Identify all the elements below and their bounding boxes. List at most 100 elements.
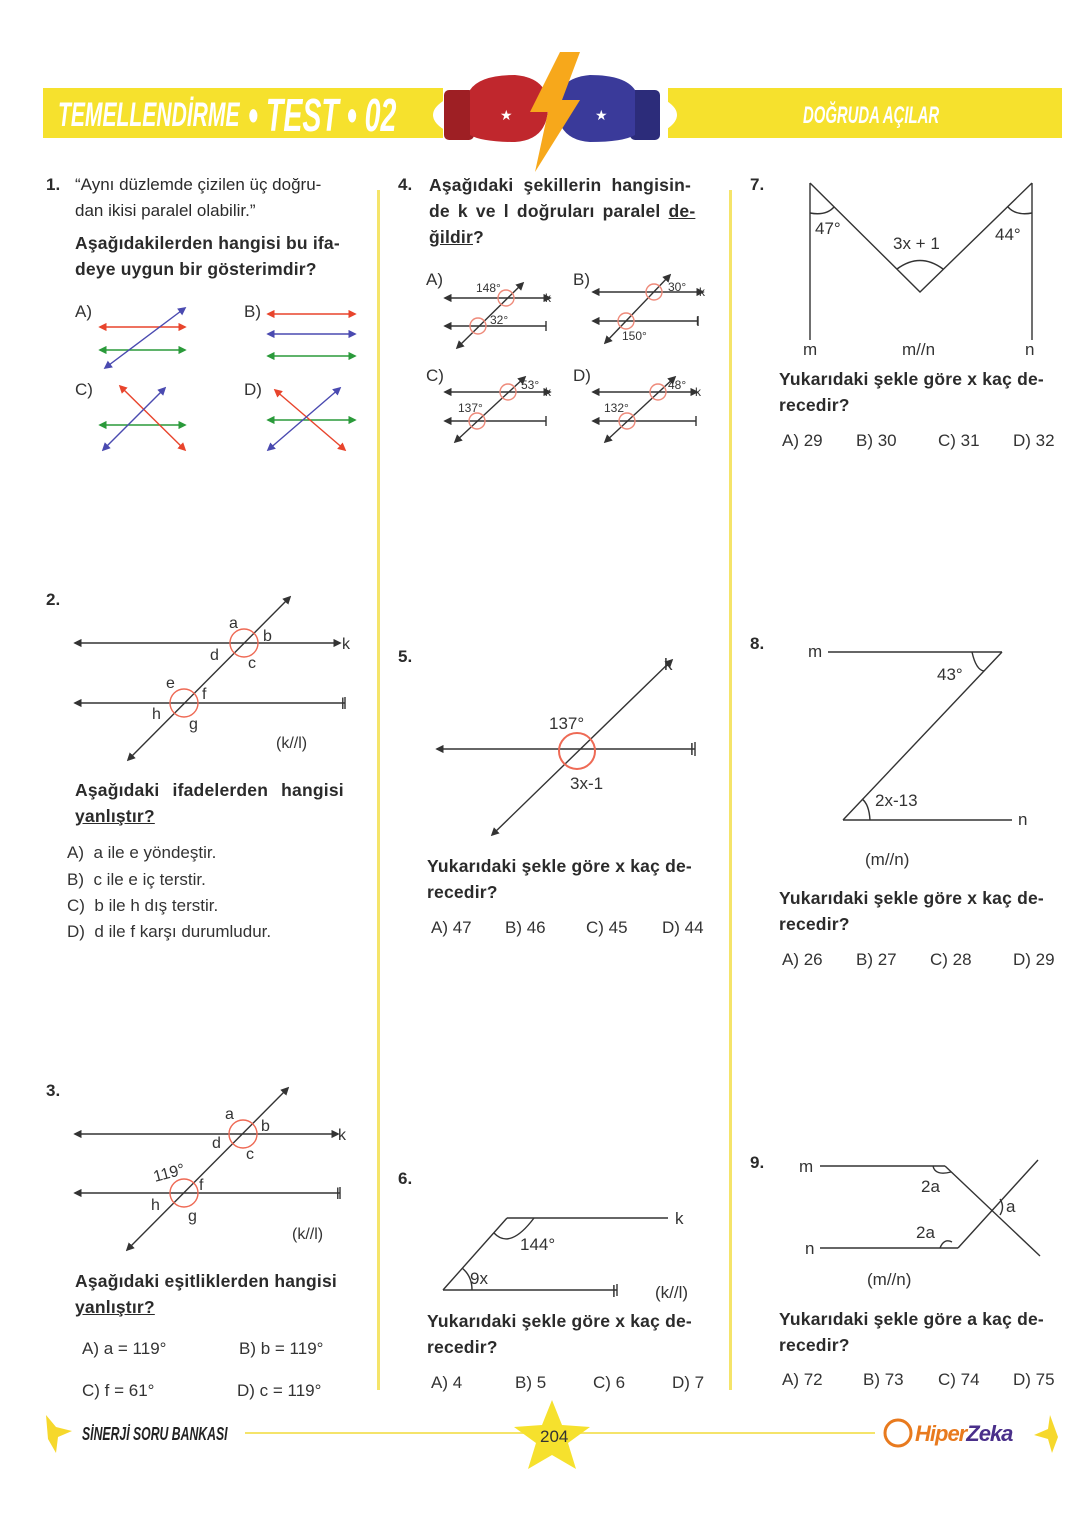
q4-question: de k ve l doğruları paralel de- xyxy=(429,201,696,221)
q7-option-d[interactable]: D) 32 xyxy=(1013,431,1055,450)
q3-label-b: b xyxy=(261,1118,270,1135)
q4-option-a-figure xyxy=(443,281,552,350)
q1-line: dan ikisi paralel olabilir.” xyxy=(75,201,256,220)
q4b-top-angle: 30° xyxy=(668,280,686,294)
q8-angle-1: 43° xyxy=(937,665,963,684)
q1-question: Aşağıdakilerden hangisi bu ifa- xyxy=(75,233,340,253)
q8-angle-2: 2x-13 xyxy=(875,791,918,810)
q7-option-c[interactable]: C) 31 xyxy=(938,431,980,450)
q9-label-m: m xyxy=(799,1157,813,1176)
q2-option-c[interactable]: C) b ile h dış terstir. xyxy=(67,896,219,915)
q6-question: recedir? xyxy=(427,1337,498,1357)
q6-option-d[interactable]: D) 7 xyxy=(672,1373,705,1392)
q5-option-c[interactable]: C) 45 xyxy=(586,918,628,937)
svg-text:★: ★ xyxy=(500,107,513,123)
brand-logo: HiperZeka xyxy=(915,1421,1013,1446)
q3-figure xyxy=(73,1086,341,1252)
q5-label-l: l xyxy=(690,740,694,759)
q8-option-c[interactable]: C) 28 xyxy=(930,950,972,969)
q4b-bottom-angle: 150° xyxy=(622,329,647,343)
q9-figure xyxy=(820,1159,1041,1257)
q9-option-c[interactable]: C) 74 xyxy=(938,1370,980,1389)
q3-option-b[interactable]: B) b = 119° xyxy=(239,1339,324,1358)
q1-option-d-figure xyxy=(266,386,357,452)
q8-label-n: n xyxy=(1018,810,1027,829)
q8-parallel: (m//n) xyxy=(865,850,909,869)
q1-option-b[interactable]: B) xyxy=(244,302,261,321)
q8-option-a[interactable]: A) 26 xyxy=(782,950,823,969)
q4b-k: k xyxy=(699,285,706,299)
q3-option-d[interactable]: D) c = 119° xyxy=(237,1381,322,1400)
q7-label-n: n xyxy=(1025,340,1034,359)
q8-option-b[interactable]: B) 27 xyxy=(856,950,897,969)
q6-option-a[interactable]: A) 4 xyxy=(431,1373,463,1392)
q4b-l: l xyxy=(696,314,699,328)
q5-question: recedir? xyxy=(427,882,498,902)
q3-option-a[interactable]: A) a = 119° xyxy=(82,1339,167,1358)
red-glove-cuff xyxy=(444,90,474,140)
q6-option-b[interactable]: B) 5 xyxy=(515,1373,547,1392)
q4a-k: k xyxy=(545,291,552,305)
q9-option-d[interactable]: D) 75 xyxy=(1013,1370,1055,1389)
q3-option-c[interactable]: C) f = 61° xyxy=(82,1381,155,1400)
q2-label-k: k xyxy=(342,636,351,653)
q8-option-d[interactable]: D) 29 xyxy=(1013,950,1055,969)
q9-label-n: n xyxy=(805,1239,814,1258)
q4-option-d[interactable]: D) xyxy=(573,366,591,385)
q7-angle-1: 47° xyxy=(815,219,841,238)
q9-question: recedir? xyxy=(779,1335,850,1355)
boxing-gloves-logo: ★ ★ xyxy=(433,52,677,172)
q4a-bottom-angle: 32° xyxy=(490,313,508,327)
q4-option-c[interactable]: C) xyxy=(426,366,444,385)
q7-angle-2: 44° xyxy=(995,225,1021,244)
q1-option-c-figure xyxy=(98,384,187,452)
q8-question: recedir? xyxy=(779,914,850,934)
q2-label-d: d xyxy=(210,647,219,664)
q2-number: 2. xyxy=(46,590,61,609)
q2-label-f: f xyxy=(202,686,207,703)
q7-question: Yukarıdaki şekle göre x kaç de- xyxy=(779,369,1044,389)
brand-logo-icon xyxy=(883,1418,913,1448)
q2-option-d[interactable]: D) d ile f karşı durumludur. xyxy=(67,922,272,941)
q2-label-e: e xyxy=(166,675,175,692)
q9-angle-3: a xyxy=(1006,1197,1016,1216)
q5-number: 5. xyxy=(398,647,413,666)
q7-option-b[interactable]: B) 30 xyxy=(856,431,897,450)
q5-option-d[interactable]: D) 44 xyxy=(662,918,704,937)
q4-option-a[interactable]: A) xyxy=(426,270,443,289)
footer-decoration xyxy=(46,1400,1058,1469)
q2-option-b[interactable]: B) c ile e iç terstir. xyxy=(67,870,206,889)
q1-option-a[interactable]: A) xyxy=(75,302,92,321)
q2-option-a[interactable]: A) a ile e yöndeştir. xyxy=(67,843,217,862)
q5-option-a[interactable]: A) 47 xyxy=(431,918,472,937)
q6-option-c[interactable]: C) 6 xyxy=(593,1373,626,1392)
q3-label-a: a xyxy=(225,1106,234,1123)
svg-text:★: ★ xyxy=(595,107,608,123)
q9-angle-2: 2a xyxy=(916,1223,935,1242)
q2-question: Aşağıdaki ifadelerden hangisi xyxy=(75,780,344,800)
q7-option-a[interactable]: A) 29 xyxy=(782,431,823,450)
q2-label-l: l xyxy=(341,696,345,713)
q8-label-m: m xyxy=(808,642,822,661)
q9-option-a[interactable]: A) 72 xyxy=(782,1370,823,1389)
q9-option-b[interactable]: B) 73 xyxy=(863,1370,904,1389)
q4-question: ğildir? xyxy=(429,227,484,247)
q3-label-c: c xyxy=(246,1146,254,1163)
q3-label-l: l xyxy=(336,1186,340,1203)
q7-figure xyxy=(809,182,1033,340)
q5-angle-1: 137° xyxy=(549,714,584,733)
q1-option-c[interactable]: C) xyxy=(75,380,93,399)
q4c-k: k xyxy=(545,385,552,399)
q7-question: recedir? xyxy=(779,395,850,415)
series-title: TEMELLENDİRME xyxy=(58,96,240,134)
q4-option-b[interactable]: B) xyxy=(573,270,590,289)
q5-option-b[interactable]: B) 46 xyxy=(505,918,546,937)
q4-option-c-figure xyxy=(443,375,552,444)
q9-number: 9. xyxy=(750,1153,765,1172)
q3-label-d: d xyxy=(212,1135,221,1152)
red-glove xyxy=(470,75,549,142)
q7-angle-3: 3x + 1 xyxy=(893,234,940,253)
q2-label-b: b xyxy=(263,628,272,645)
q3-parallel: (k//l) xyxy=(292,1226,323,1243)
q1-option-d[interactable]: D) xyxy=(244,380,262,399)
